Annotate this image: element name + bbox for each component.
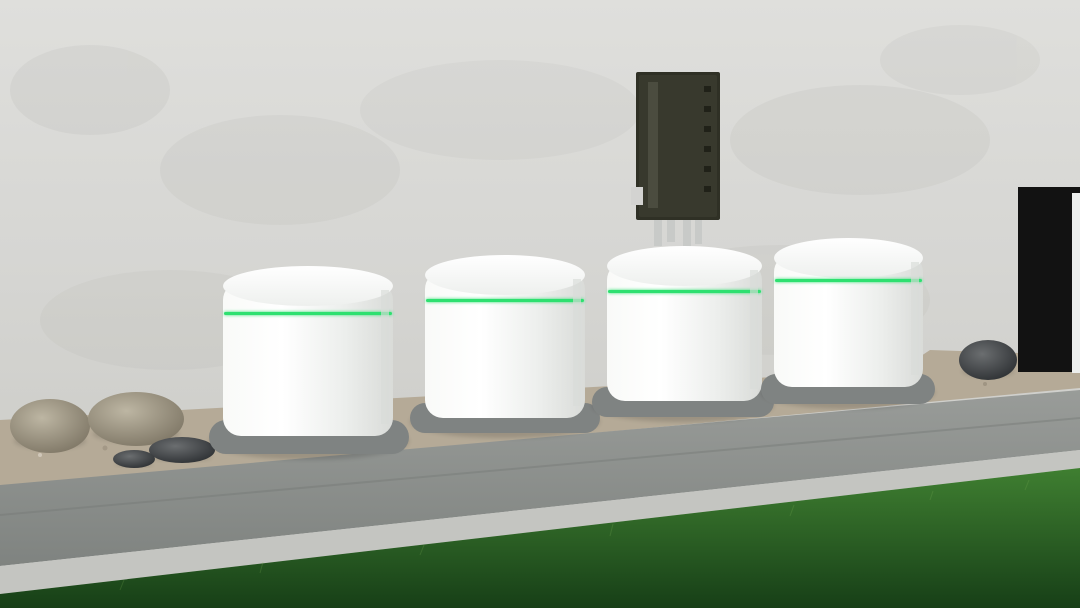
rock-3 (149, 437, 215, 463)
battery-unit-4 (761, 238, 935, 410)
batteries-layer (209, 238, 935, 460)
rock-5 (959, 340, 1017, 380)
panel-conduits (654, 220, 702, 248)
inverter-unit (1018, 187, 1080, 373)
grass-texture (119, 479, 1030, 591)
electrical-panel (631, 72, 720, 220)
battery-unit-1 (209, 266, 409, 460)
rock-1 (10, 399, 90, 453)
rock-2 (88, 392, 184, 446)
pavement-joint (0, 417, 1080, 516)
pavement-curb (0, 450, 1080, 594)
battery-unit-2 (410, 255, 600, 439)
rock-4 (113, 450, 155, 468)
grass-lawn (0, 468, 1080, 608)
rocks-layer (10, 340, 1017, 468)
battery-unit-3 (592, 246, 774, 423)
pavement-walkway (0, 390, 1080, 566)
